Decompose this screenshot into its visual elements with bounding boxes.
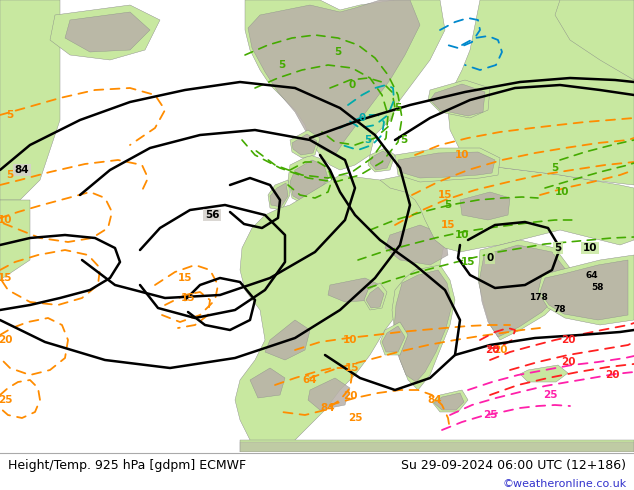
Polygon shape	[65, 12, 150, 52]
Text: 20: 20	[560, 335, 575, 345]
Polygon shape	[270, 183, 288, 207]
Polygon shape	[364, 283, 387, 310]
Text: 5: 5	[394, 103, 401, 113]
Polygon shape	[428, 80, 490, 118]
Polygon shape	[370, 151, 392, 170]
Text: 10: 10	[583, 243, 597, 253]
Text: 25: 25	[482, 410, 497, 420]
Text: 5: 5	[365, 135, 372, 145]
Text: 0: 0	[486, 253, 494, 263]
Text: 5: 5	[278, 60, 286, 70]
Polygon shape	[460, 192, 510, 220]
Polygon shape	[368, 148, 395, 172]
Text: 5: 5	[554, 243, 562, 253]
Polygon shape	[392, 265, 455, 390]
Polygon shape	[432, 390, 468, 412]
Text: 58: 58	[592, 284, 604, 293]
Polygon shape	[290, 160, 328, 202]
Polygon shape	[250, 368, 285, 398]
Polygon shape	[290, 130, 320, 158]
Polygon shape	[430, 84, 485, 116]
Text: 25: 25	[543, 390, 557, 400]
Polygon shape	[288, 155, 330, 205]
Text: 25: 25	[348, 413, 362, 423]
Text: 15: 15	[0, 273, 12, 283]
Text: 25: 25	[0, 395, 12, 405]
Text: Su 29-09-2024 06:00 UTC (12+186): Su 29-09-2024 06:00 UTC (12+186)	[401, 459, 626, 472]
Text: 20: 20	[560, 357, 575, 367]
Text: 78: 78	[553, 305, 566, 315]
Text: Height/Temp. 925 hPa [gdpm] ECMWF: Height/Temp. 925 hPa [gdpm] ECMWF	[8, 459, 246, 472]
Polygon shape	[235, 175, 445, 450]
Text: 64: 64	[302, 375, 317, 385]
Polygon shape	[540, 260, 628, 320]
Text: 10: 10	[455, 230, 469, 240]
Text: 10: 10	[555, 187, 569, 197]
Polygon shape	[398, 152, 495, 178]
Polygon shape	[265, 320, 310, 360]
Text: 20: 20	[485, 345, 499, 355]
Text: 84: 84	[15, 165, 29, 175]
Text: 5: 5	[552, 163, 559, 173]
Polygon shape	[0, 0, 60, 200]
Text: 20: 20	[493, 345, 507, 355]
Text: 5: 5	[401, 135, 408, 145]
Polygon shape	[248, 0, 420, 155]
Text: 15: 15	[441, 220, 455, 230]
Polygon shape	[382, 326, 405, 352]
Polygon shape	[292, 134, 317, 155]
Text: 178: 178	[529, 294, 547, 302]
Polygon shape	[328, 278, 380, 302]
Text: 15: 15	[345, 363, 359, 373]
Text: 5: 5	[334, 47, 342, 57]
Text: 10: 10	[455, 150, 469, 160]
Polygon shape	[479, 245, 566, 337]
Text: 15: 15	[181, 293, 195, 303]
Polygon shape	[555, 0, 634, 80]
Polygon shape	[308, 378, 350, 410]
Polygon shape	[434, 393, 464, 410]
Text: 0: 0	[348, 80, 356, 90]
Text: ©weatheronline.co.uk: ©weatheronline.co.uk	[502, 479, 626, 490]
Text: 15: 15	[461, 257, 476, 267]
Polygon shape	[0, 200, 30, 280]
Text: 64: 64	[586, 270, 598, 279]
Polygon shape	[395, 148, 500, 182]
Text: 15: 15	[178, 273, 192, 283]
Polygon shape	[520, 365, 568, 382]
Text: 20: 20	[343, 391, 357, 401]
Polygon shape	[448, 0, 634, 185]
Polygon shape	[268, 180, 290, 210]
Polygon shape	[50, 5, 160, 60]
Polygon shape	[240, 442, 634, 452]
Text: 84: 84	[428, 395, 443, 405]
Polygon shape	[366, 287, 384, 308]
Text: 20: 20	[605, 370, 619, 380]
Text: 5: 5	[6, 110, 13, 120]
Text: 10: 10	[343, 335, 357, 345]
Polygon shape	[394, 270, 452, 382]
Polygon shape	[245, 0, 445, 170]
Polygon shape	[380, 165, 634, 252]
Text: 5: 5	[6, 170, 13, 180]
Text: 20: 20	[0, 335, 12, 345]
Polygon shape	[538, 255, 634, 325]
Polygon shape	[240, 440, 634, 452]
Polygon shape	[380, 322, 408, 355]
Text: 56: 56	[205, 210, 219, 220]
Polygon shape	[478, 240, 570, 340]
Polygon shape	[385, 225, 448, 265]
Text: 0: 0	[358, 113, 366, 123]
Text: 5: 5	[444, 200, 451, 210]
Text: 84: 84	[321, 403, 335, 413]
Text: 15: 15	[437, 190, 452, 200]
Text: 10: 10	[0, 215, 12, 225]
